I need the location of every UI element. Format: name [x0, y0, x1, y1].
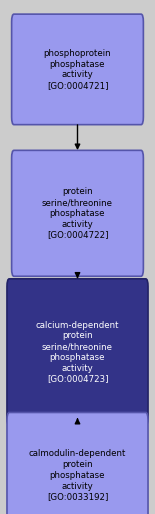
Text: calcium-dependent
protein
serine/threonine
phosphatase
activity
[GO:0004723]: calcium-dependent protein serine/threoni… — [36, 321, 119, 383]
FancyBboxPatch shape — [7, 412, 148, 514]
Text: calmodulin-dependent
protein
phosphatase
activity
[GO:0033192]: calmodulin-dependent protein phosphatase… — [29, 449, 126, 502]
Text: phosphoprotein
phosphatase
activity
[GO:0004721]: phosphoprotein phosphatase activity [GO:… — [44, 49, 111, 90]
FancyBboxPatch shape — [12, 14, 143, 125]
FancyBboxPatch shape — [12, 150, 143, 277]
Text: protein
serine/threonine
phosphatase
activity
[GO:0004722]: protein serine/threonine phosphatase act… — [42, 187, 113, 240]
FancyBboxPatch shape — [7, 279, 148, 426]
